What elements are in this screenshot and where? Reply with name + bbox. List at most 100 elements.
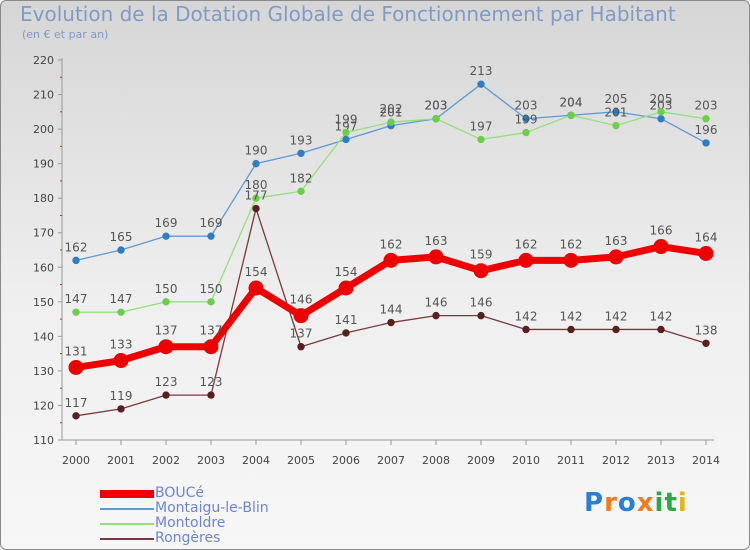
data-label-bouc: 166 (650, 224, 673, 238)
data-label-bouc: 133 (110, 338, 133, 352)
data-label-montoldre: 202 (380, 102, 403, 116)
x-tick-label: 2003 (197, 454, 225, 467)
data-label-bouc: 131 (65, 344, 88, 358)
data-label-montaigu-le-blin: 203 (425, 99, 448, 113)
data-point-montoldre (252, 194, 260, 202)
data-label-rong-res: 123 (155, 375, 178, 389)
y-tick-label: 220 (33, 54, 54, 67)
data-point-rong-res (117, 405, 125, 413)
x-tick-label: 2000 (62, 454, 90, 467)
data-point-montaigu-le-blin (72, 256, 80, 265)
y-tick-label: 130 (33, 365, 54, 378)
data-point-montoldre (162, 298, 170, 306)
x-tick-label: 2010 (512, 454, 540, 467)
data-label-montoldre: 147 (65, 292, 88, 306)
data-point-bouc (383, 252, 399, 268)
data-label-montoldre: 150 (155, 282, 178, 296)
data-label-bouc: 159 (470, 248, 493, 262)
data-label-rong-res: 177 (245, 189, 268, 203)
data-label-montaigu-le-blin: 190 (245, 144, 268, 158)
data-label-montaigu-le-blin: 203 (515, 99, 538, 113)
data-point-rong-res (612, 325, 620, 334)
data-point-bouc (203, 339, 219, 355)
data-point-montoldre (657, 108, 665, 116)
y-tick-label: 110 (33, 434, 54, 447)
data-label-bouc: 162 (515, 237, 538, 251)
data-point-montoldre (432, 115, 440, 123)
legend-item-rong-res: Rongères (100, 531, 269, 546)
data-label-bouc: 154 (245, 265, 268, 279)
data-point-rong-res (657, 325, 665, 334)
x-tick-label: 2004 (242, 454, 270, 467)
data-point-montaigu-le-blin (657, 115, 665, 123)
y-tick-label: 160 (33, 261, 54, 274)
data-label-rong-res: 146 (425, 296, 448, 310)
data-label-montoldre: 203 (695, 99, 718, 113)
data-point-bouc (428, 249, 444, 265)
logo-letter: i (677, 488, 688, 518)
data-label-montoldre: 147 (110, 292, 133, 306)
data-label-montoldre: 203 (425, 99, 448, 113)
data-label-bouc: 154 (335, 265, 358, 279)
data-point-montoldre (387, 118, 395, 126)
data-point-bouc (563, 252, 579, 268)
data-label-rong-res: 142 (605, 309, 628, 323)
legend-label: Montaigu-le-Blin (155, 500, 269, 516)
data-point-montoldre (72, 308, 80, 316)
data-label-bouc: 137 (200, 324, 223, 338)
data-point-rong-res (387, 318, 395, 327)
data-label-rong-res: 142 (560, 309, 583, 323)
data-point-montoldre (117, 308, 125, 316)
proxiti-logo: Proxiti (584, 488, 688, 518)
data-point-montaigu-le-blin (252, 159, 260, 168)
logo-letter: x (636, 488, 655, 518)
data-point-bouc (113, 353, 129, 369)
x-tick-label: 2013 (647, 454, 675, 467)
data-label-montaigu-le-blin: 205 (605, 92, 628, 106)
data-label-rong-res: 144 (380, 303, 403, 317)
data-label-rong-res: 123 (200, 375, 223, 389)
data-label-montoldre: 150 (200, 282, 223, 296)
x-tick-label: 2008 (422, 454, 450, 467)
legend-item-montoldre: Montoldre (100, 516, 269, 531)
data-point-montaigu-le-blin (162, 232, 170, 240)
data-point-bouc (608, 249, 624, 265)
chart-title: Evolution de la Dotation Globale de Fonc… (20, 2, 676, 26)
data-point-bouc (518, 252, 534, 268)
data-point-rong-res (432, 311, 440, 320)
data-point-montoldre (522, 128, 530, 137)
data-label-montaigu-le-blin: 169 (200, 216, 223, 230)
x-tick-label: 2005 (287, 454, 315, 467)
data-point-rong-res (342, 329, 350, 337)
x-tick-label: 2014 (692, 454, 720, 467)
legend-label: Montoldre (155, 515, 226, 531)
data-point-bouc (158, 339, 174, 355)
legend-label: BOUCé (155, 485, 205, 501)
logo-letter: i (654, 488, 665, 518)
data-label-montoldre: 204 (560, 95, 583, 109)
y-tick-label: 140 (33, 330, 54, 343)
x-tick-label: 2012 (602, 454, 630, 467)
data-label-rong-res: 142 (650, 309, 673, 323)
data-label-rong-res: 119 (110, 389, 133, 403)
data-label-montaigu-le-blin: 204 (560, 95, 583, 109)
data-point-montaigu-le-blin (477, 80, 485, 88)
data-label-montoldre: 205 (650, 92, 673, 106)
data-label-bouc: 164 (695, 230, 718, 244)
data-label-montaigu-le-blin: 203 (650, 99, 673, 113)
data-point-montaigu-le-blin (117, 246, 125, 254)
legend-label: Rongères (155, 530, 221, 546)
data-label-rong-res: 138 (695, 323, 718, 337)
x-tick-label: 2006 (332, 454, 360, 467)
chart-subtitle: (en € et par an) (22, 28, 109, 41)
legend-item-montaigu-le-blin: Montaigu-le-Blin (100, 501, 269, 516)
data-point-montaigu-le-blin (342, 135, 350, 144)
y-tick-label: 210 (33, 89, 54, 102)
data-point-montoldre (207, 298, 215, 306)
data-point-montaigu-le-blin (612, 108, 620, 116)
data-label-montoldre: 199 (515, 113, 538, 127)
y-tick-label: 150 (33, 296, 54, 309)
data-point-rong-res (72, 412, 80, 420)
data-label-rong-res: 142 (515, 309, 538, 323)
